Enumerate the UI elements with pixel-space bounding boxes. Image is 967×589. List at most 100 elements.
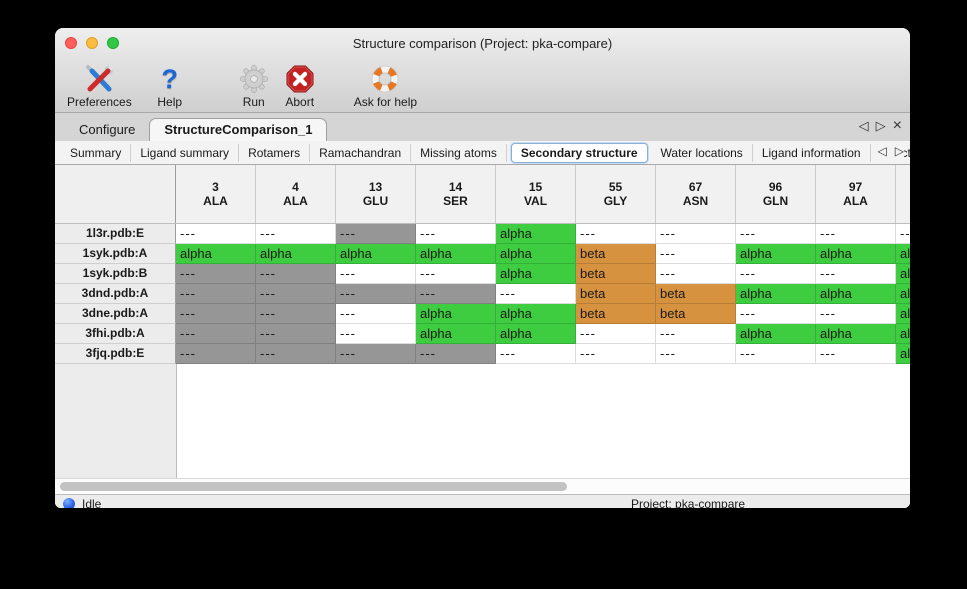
structure-cell[interactable]: beta xyxy=(576,264,656,284)
structure-cell[interactable]: alpha xyxy=(736,244,816,264)
abort-button[interactable]: Abort xyxy=(280,63,320,109)
structure-cell[interactable]: alpha xyxy=(416,304,496,324)
horizontal-scrollbar-thumb[interactable] xyxy=(60,482,567,491)
structure-cell[interactable]: --- xyxy=(496,344,576,364)
structure-cell[interactable]: alpha xyxy=(496,244,576,264)
structure-cell[interactable]: alpha xyxy=(336,244,416,264)
structure-cell[interactable]: --- xyxy=(336,264,416,284)
subtab-ramachandran[interactable]: Ramachandran xyxy=(310,143,412,162)
structure-cell[interactable]: --- xyxy=(656,344,736,364)
structure-cell[interactable]: alpha xyxy=(416,324,496,344)
subtab-missing-atoms[interactable]: Missing atoms xyxy=(411,143,507,162)
titlebar[interactable]: Structure comparison (Project: pka-compa… xyxy=(55,28,910,58)
ask-for-help-button[interactable]: Ask for help xyxy=(354,63,417,109)
structure-cell[interactable]: alpha xyxy=(496,324,576,344)
run-button[interactable]: Run xyxy=(234,63,274,109)
subtab-rotamers[interactable]: Rotamers xyxy=(239,143,311,162)
structure-cell[interactable]: --- xyxy=(576,224,656,244)
tab-scroll-left-icon[interactable]: ◁ xyxy=(858,118,869,133)
structure-cell[interactable]: alpha xyxy=(896,324,910,344)
structure-cell[interactable]: --- xyxy=(336,304,416,324)
close-window-button[interactable] xyxy=(65,37,77,49)
structure-cell[interactable]: --- xyxy=(656,264,736,284)
tab-configure[interactable]: Configure xyxy=(79,122,136,137)
minimize-window-button[interactable] xyxy=(86,37,98,49)
structure-cell[interactable]: beta xyxy=(576,244,656,264)
structure-cell[interactable]: --- xyxy=(736,224,816,244)
structure-cell[interactable]: alpha xyxy=(496,224,576,244)
structure-cell[interactable]: alpha xyxy=(816,324,896,344)
structure-cell[interactable]: --- xyxy=(736,264,816,284)
structure-cell[interactable]: --- xyxy=(496,284,576,304)
structure-cell[interactable]: alpha xyxy=(896,284,910,304)
help-button[interactable]: ? Help xyxy=(150,63,190,109)
structure-cell[interactable]: --- xyxy=(176,284,256,304)
subtab-water-locations[interactable]: Water locations xyxy=(652,143,753,162)
subtab-ligand-summary[interactable]: Ligand summary xyxy=(131,143,240,162)
structure-cell[interactable]: alpha xyxy=(896,304,910,324)
structure-cell[interactable]: alpha xyxy=(256,244,336,264)
structure-cell[interactable]: --- xyxy=(176,324,256,344)
structure-cell[interactable]: --- xyxy=(256,264,336,284)
structure-cell[interactable]: --- xyxy=(336,344,416,364)
structure-cell[interactable]: --- xyxy=(336,284,416,304)
structure-cell[interactable]: --- xyxy=(416,344,496,364)
structure-cell[interactable]: alpha xyxy=(496,304,576,324)
structure-cell[interactable]: --- xyxy=(416,284,496,304)
structure-cell[interactable]: --- xyxy=(816,344,896,364)
structure-cell[interactable]: --- xyxy=(896,224,910,244)
structure-cell[interactable]: --- xyxy=(176,344,256,364)
structure-cell[interactable]: alpha xyxy=(896,264,910,284)
structure-cell[interactable]: --- xyxy=(256,344,336,364)
horizontal-scrollbar[interactable] xyxy=(55,478,910,494)
structure-cell[interactable]: alpha xyxy=(736,284,816,304)
structure-cell[interactable]: --- xyxy=(256,304,336,324)
subtab-secondary-structure[interactable]: Secondary structure xyxy=(510,142,648,163)
subtab-scroll-right-icon[interactable]: ▷ xyxy=(894,144,904,158)
structure-cell[interactable]: beta xyxy=(576,284,656,304)
structure-cell[interactable]: --- xyxy=(336,224,416,244)
structure-cell[interactable]: --- xyxy=(416,264,496,284)
structure-cell[interactable]: --- xyxy=(736,344,816,364)
zoom-window-button[interactable] xyxy=(107,37,119,49)
structure-cell[interactable]: --- xyxy=(256,284,336,304)
structure-cell[interactable]: alpha xyxy=(896,244,910,264)
structure-cell[interactable]: --- xyxy=(176,304,256,324)
structure-cell[interactable]: beta xyxy=(576,304,656,324)
structure-cell[interactable]: --- xyxy=(816,224,896,244)
structure-cell[interactable]: alpha xyxy=(816,284,896,304)
structure-cell[interactable]: --- xyxy=(816,304,896,324)
structure-cell[interactable]: --- xyxy=(176,264,256,284)
structure-cell[interactable]: alpha xyxy=(176,244,256,264)
structure-cell[interactable]: --- xyxy=(256,324,336,344)
structure-cell[interactable]: beta xyxy=(656,284,736,304)
structure-cell[interactable]: alpha xyxy=(896,344,910,364)
subtab-scroll-left-icon[interactable]: ◁ xyxy=(877,144,887,158)
structure-cell[interactable]: --- xyxy=(656,244,736,264)
structure-cell[interactable]: --- xyxy=(816,264,896,284)
structure-cell[interactable]: alpha xyxy=(496,264,576,284)
tools-icon xyxy=(83,63,115,95)
structure-cell[interactable]: --- xyxy=(176,224,256,244)
tab-scroll-right-icon[interactable]: ▷ xyxy=(875,118,886,133)
structure-cell[interactable]: beta xyxy=(656,304,736,324)
row-label: 1l3r.pdb:E xyxy=(55,224,176,244)
structure-cell[interactable]: alpha xyxy=(416,244,496,264)
structure-cell[interactable]: --- xyxy=(256,224,336,244)
tab-structurecomparison-1[interactable]: StructureComparison_1 xyxy=(149,118,328,141)
structure-cell[interactable]: --- xyxy=(656,324,736,344)
structure-cell[interactable]: alpha xyxy=(736,324,816,344)
subtab-summary[interactable]: Summary xyxy=(61,143,132,162)
subtab-ligand-information[interactable]: Ligand information xyxy=(753,143,871,162)
structure-cell[interactable]: --- xyxy=(416,224,496,244)
tab-close-icon[interactable]: × xyxy=(892,117,902,134)
structure-cell[interactable]: --- xyxy=(736,304,816,324)
structure-cell[interactable]: alpha xyxy=(816,244,896,264)
table-header-row: 3 ALA 4 ALA 13 GLU 14 SER 15 VAL 55 GLY 67 ASN 96 GLN 97… xyxy=(55,165,910,224)
structure-cell[interactable]: --- xyxy=(576,324,656,344)
structure-cell[interactable]: --- xyxy=(336,324,416,344)
row-label: 3fjq.pdb:E xyxy=(55,344,176,364)
preferences-button[interactable]: Preferences xyxy=(67,63,132,109)
structure-cell[interactable]: --- xyxy=(656,224,736,244)
structure-cell[interactable]: --- xyxy=(576,344,656,364)
